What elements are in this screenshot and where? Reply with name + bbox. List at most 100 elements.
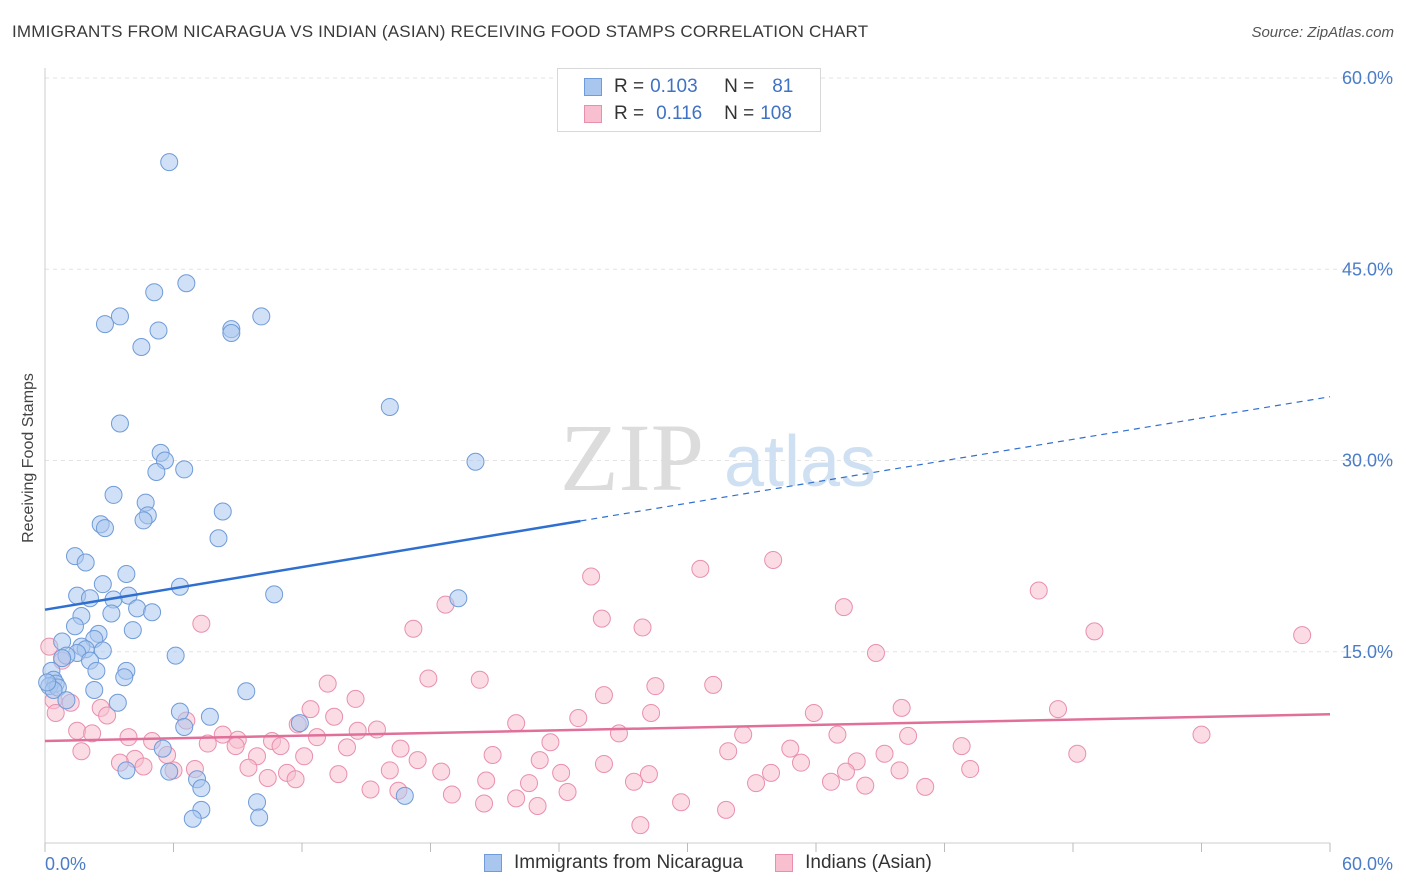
data-point-nicaragua	[170, 702, 189, 721]
data-point-indians-asian	[391, 739, 410, 758]
data-point-nicaragua	[117, 761, 136, 780]
data-point-indians-asian	[46, 703, 65, 722]
data-point-indians-asian	[470, 670, 489, 689]
x-tick-label: 0.0%	[45, 854, 86, 874]
data-point-indians-asian	[672, 793, 691, 812]
data-point-nicaragua	[290, 714, 309, 733]
legend-r-label: R =	[614, 103, 645, 124]
data-point-indians-asian	[704, 675, 723, 694]
data-point-indians-asian	[747, 774, 766, 793]
data-point-indians-asian	[475, 794, 494, 813]
data-point-nicaragua	[183, 809, 202, 828]
y-tick-label: 15.0%	[1342, 642, 1393, 662]
data-point-nicaragua	[175, 460, 194, 479]
tick-labels: 15.0% 30.0% 45.0% 60.0% 0.0% 60.0%	[45, 68, 1393, 874]
data-point-indians-asian	[541, 733, 560, 752]
data-point-indians-asian	[239, 758, 258, 777]
data-point-indians-asian	[361, 780, 380, 799]
data-point-indians-asian	[719, 742, 738, 761]
data-point-nicaragua	[93, 575, 112, 594]
data-point-indians-asian	[271, 737, 290, 756]
data-point-nicaragua	[265, 585, 284, 604]
data-point-indians-asian	[380, 761, 399, 780]
y-tick-label: 45.0%	[1342, 259, 1393, 279]
data-point-indians-asian	[1068, 744, 1087, 763]
data-point-nicaragua	[132, 338, 151, 357]
data-point-nicaragua	[145, 283, 164, 302]
legend-n-value: 108	[760, 103, 792, 124]
data-point-indians-asian	[329, 765, 348, 784]
data-point-indians-asian	[286, 770, 305, 789]
data-point-indians-asian	[594, 686, 613, 705]
data-point-indians-asian	[952, 737, 971, 756]
data-point-nicaragua	[209, 529, 228, 548]
data-point-indians-asian	[404, 619, 423, 638]
legend-n-label: N =	[724, 103, 755, 124]
data-point-indians-asian	[592, 609, 611, 628]
data-point-nicaragua	[213, 502, 232, 521]
legend-item-nicaragua: Immigrants from Nicaragua	[484, 852, 743, 874]
data-point-indians-asian	[856, 776, 875, 795]
data-point-indians-asian	[624, 772, 643, 791]
data-point-indians-asian	[1085, 622, 1104, 641]
trend-line-indians-asian-solid	[44, 712, 1331, 743]
data-point-nicaragua	[123, 621, 142, 640]
data-point-indians-asian	[691, 559, 710, 578]
data-point-indians-asian	[477, 771, 496, 790]
data-point-nicaragua	[85, 681, 104, 699]
data-point-nicaragua	[252, 307, 271, 326]
data-point-indians-asian	[83, 724, 102, 743]
data-point-nicaragua	[65, 617, 84, 636]
watermark: ZIP atlas	[560, 404, 876, 511]
watermark-zip: ZIP	[560, 404, 704, 511]
data-point-indians-asian	[348, 721, 367, 740]
y-tick-label: 60.0%	[1342, 68, 1393, 88]
data-point-indians-asian	[639, 765, 658, 784]
data-point-nicaragua	[53, 649, 72, 668]
data-point-indians-asian	[961, 760, 980, 779]
data-point-indians-asian	[419, 669, 438, 688]
data-point-indians-asian	[717, 800, 736, 819]
data-point-indians-asian	[318, 674, 337, 693]
data-point-indians-asian	[1029, 581, 1048, 600]
axes	[44, 68, 1331, 852]
data-point-indians-asian	[530, 751, 549, 770]
data-point-nicaragua	[466, 452, 485, 471]
data-point-nicaragua	[395, 786, 414, 805]
data-point-nicaragua	[102, 604, 121, 623]
data-point-indians-asian	[594, 754, 613, 773]
grid-lines	[45, 77, 1395, 653]
data-point-nicaragua	[117, 564, 136, 583]
data-point-indians-asian	[72, 742, 91, 761]
data-point-indians-asian	[609, 724, 628, 743]
data-point-nicaragua	[115, 668, 134, 687]
data-point-indians-asian	[764, 550, 783, 569]
data-point-indians-asian	[346, 689, 365, 708]
legend-r-value: 0.103	[650, 76, 698, 97]
data-point-indians-asian	[631, 816, 650, 835]
data-point-indians-asian	[507, 714, 526, 733]
data-point-nicaragua	[222, 324, 241, 342]
legend-n-value: 81	[772, 76, 794, 97]
data-point-nicaragua	[104, 485, 123, 504]
data-point-nicaragua	[95, 315, 114, 334]
data-point-nicaragua	[76, 553, 95, 572]
data-point-indians-asian	[258, 768, 277, 787]
legend-row-nicaragua: R = 0.103 N = 81	[584, 74, 793, 100]
data-point-indians-asian	[337, 738, 356, 757]
data-point-nicaragua	[143, 603, 162, 622]
data-point-indians-asian	[836, 762, 855, 781]
data-point-indians-asian	[119, 728, 138, 747]
data-point-indians-asian	[432, 762, 451, 781]
data-point-nicaragua	[380, 397, 399, 416]
data-point-indians-asian	[98, 706, 117, 725]
data-point-indians-asian	[307, 728, 326, 747]
watermark-atlas: atlas	[724, 422, 876, 502]
legend-row-indians: R = 0.116 N = 108	[584, 101, 792, 127]
trend-lines	[44, 396, 1331, 743]
legend-r-label: R =	[614, 76, 645, 97]
data-point-nicaragua	[147, 462, 166, 481]
data-point-indians-asian	[569, 709, 588, 728]
series-legend: Immigrants from Nicaragua Indians (Asian…	[484, 852, 964, 874]
series-indians-asian	[40, 550, 1312, 835]
